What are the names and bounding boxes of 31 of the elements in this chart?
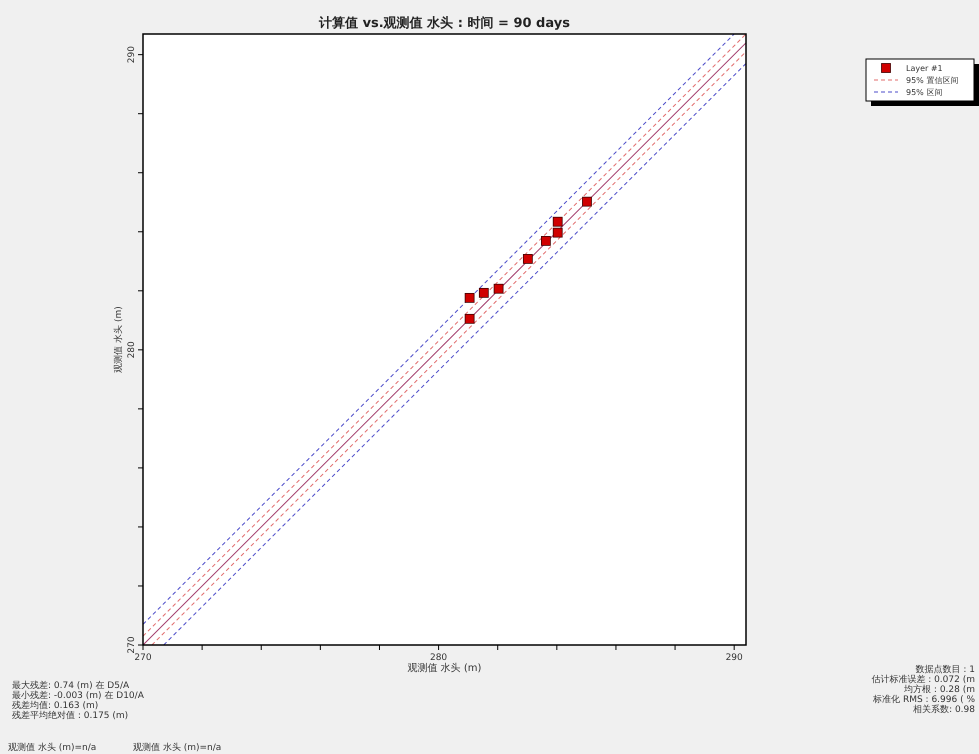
text: 观测值 水头 (m)=n/a (133, 742, 222, 753)
legend-label: Layer #1 (906, 64, 943, 73)
text: 最小残差: -0.003 (m) 在 D10/A (12, 690, 145, 701)
legend-label: 95% 区间 (906, 88, 942, 97)
point (464, 314, 475, 324)
point (464, 292, 475, 303)
point (522, 254, 533, 264)
y-tick-label: 280 (127, 340, 137, 358)
point (552, 228, 563, 238)
y-tick-label: 290 (127, 46, 137, 64)
text: 残差均值: 0.163 (m) (12, 700, 98, 711)
text: 标准化 RMS : 6.996 ( % (872, 694, 976, 705)
point (478, 288, 489, 298)
legend-label: 95% 置信区间 (906, 76, 958, 85)
point (582, 196, 592, 207)
point (494, 284, 504, 294)
point (540, 236, 551, 246)
text: 观测值 水头 (m)=n/a (8, 742, 96, 753)
x-tick-label: 270 (134, 653, 152, 663)
text: 残差平均绝对值 : 0.175 (m) (12, 710, 128, 721)
text: 相关系数: 0.98 (913, 704, 976, 715)
chart-title: 计算值 vs.观测值 水头 : 时间 = 90 days (318, 16, 570, 31)
x-tick-label: 280 (430, 653, 448, 663)
text: 均方根 : 0.28 (m (903, 684, 975, 695)
text: 估计标准误差 : 0.072 (m (871, 674, 975, 685)
point (552, 216, 563, 227)
x-tick-label: 290 (726, 653, 744, 663)
y-axis-title: 观测值 水头 (m) (113, 306, 124, 373)
x-axis-title: 观测值 水头 (m) (408, 662, 482, 674)
text: 数据点数目 : 1 (916, 664, 975, 675)
text: 最大残差: 0.74 (m) 在 D5/A (12, 680, 130, 691)
